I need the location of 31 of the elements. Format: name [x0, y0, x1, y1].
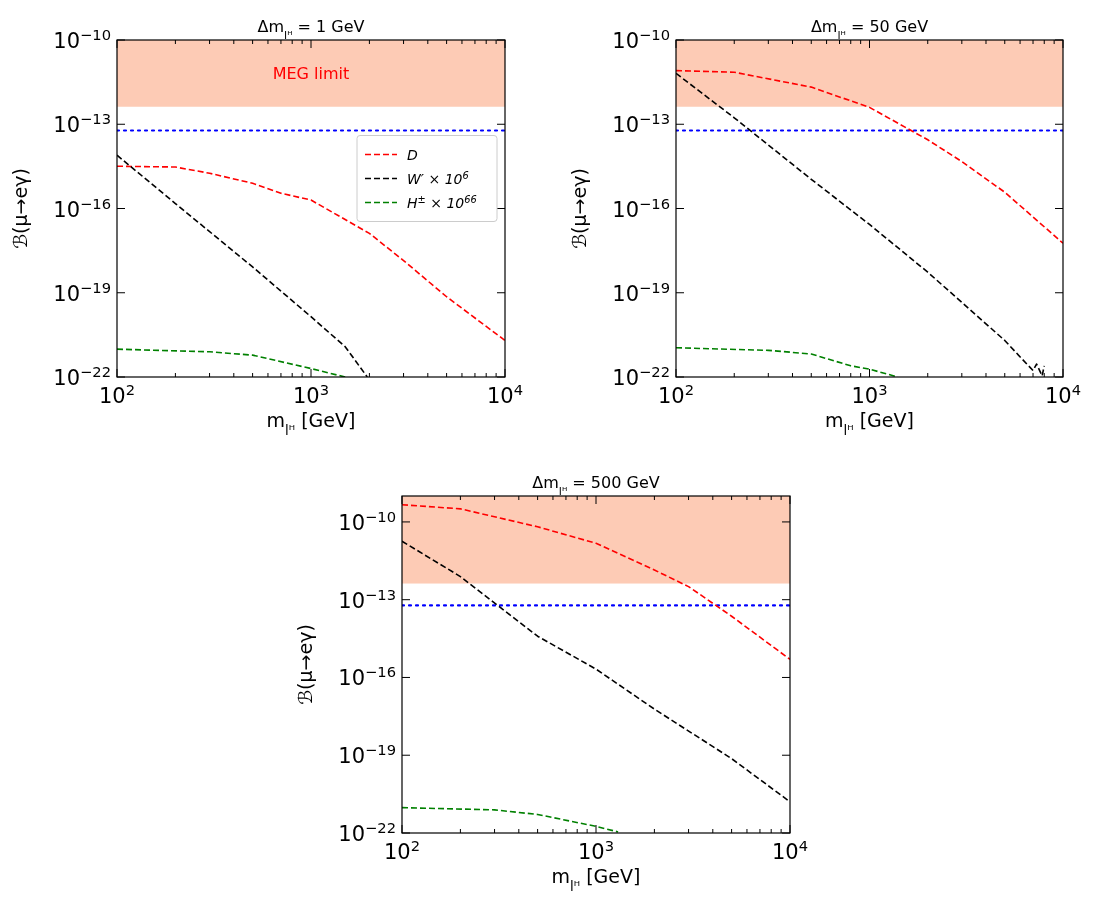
y-tick-label: 10$^{−16}$ [612, 194, 670, 222]
band-label: MEG limit [272, 64, 350, 84]
y-tick-label: 10$^{−10}$ [53, 25, 111, 53]
x-tick-label: 10$^{3}$ [851, 380, 888, 408]
y-tick-label: 10$^{−19}$ [338, 740, 396, 769]
chart-title: Δm$_{lᴴ}$ = 50 GeV [810, 17, 929, 42]
y-axis-title: ℬ(μ→eγ) [568, 168, 590, 249]
y-axis-title: ℬ(μ→eγ) [294, 624, 316, 705]
legend-label: H$^{±}$ × 10$^{66}$ [407, 193, 477, 211]
y-tick-label: 10$^{−13}$ [53, 109, 111, 138]
x-tick-label: 10$^{4}$ [486, 380, 524, 408]
legend-label: D [407, 146, 418, 163]
x-tick-label: 10$^{4}$ [1044, 380, 1082, 408]
y-tick-label: 10$^{−10}$ [612, 25, 670, 53]
legend-label: W′ × 10$^{6}$ [407, 169, 469, 187]
y-tick-label: 10$^{−13}$ [338, 585, 396, 613]
y-tick-label: 10$^{−19}$ [53, 278, 111, 306]
y-tick-label: 10$^{−16}$ [338, 662, 396, 691]
chart-title: Δm$_{lᴴ}$ = 1 GeV [257, 17, 365, 42]
x-axis-title: m$_{lᴴ}$ [GeV] [266, 409, 356, 438]
x-tick-label: 10$^{3}$ [292, 380, 330, 408]
chart-title: Δm$_{lᴴ}$ = 500 GeV [532, 473, 660, 498]
y-tick-label: 10$^{−10}$ [338, 507, 396, 535]
x-tick-label: 10$^{3}$ [577, 836, 615, 864]
x-axis-title: m$_{lᴴ}$ [GeV] [551, 865, 641, 894]
y-tick-label: 10$^{−16}$ [53, 194, 111, 222]
y-tick-label: 10$^{−13}$ [612, 109, 670, 138]
y-axis-title: ℬ(μ→eγ) [9, 168, 31, 249]
x-tick-label: 10$^{4}$ [771, 836, 809, 864]
x-axis-title: m$_{lᴴ}$ [GeV] [825, 409, 914, 438]
y-tick-label: 10$^{−19}$ [612, 278, 670, 306]
